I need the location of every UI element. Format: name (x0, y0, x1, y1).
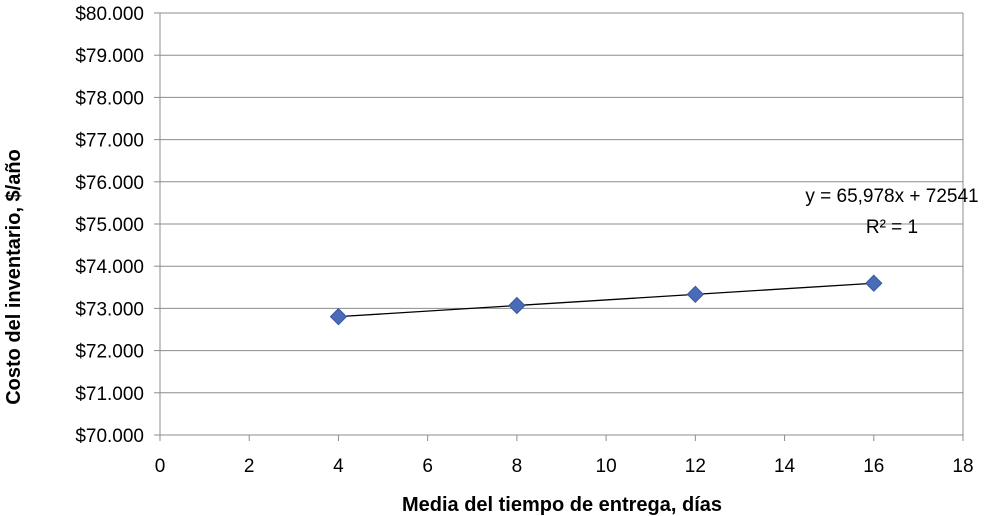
x-tick-label: 12 (685, 456, 706, 477)
trendline-equation: y = 65,978x + 72541 (805, 186, 978, 207)
x-tick-label: 10 (596, 456, 617, 477)
x-tick-label: 14 (774, 456, 796, 477)
y-tick-label: $80.000 (75, 4, 144, 25)
y-tick-label: $72.000 (75, 342, 144, 363)
gridlines (160, 12, 963, 394)
y-tick-label: $78.000 (75, 88, 144, 109)
trendline (338, 282, 874, 318)
data-point-diamond (508, 296, 526, 315)
y-tick-label: $70.000 (75, 426, 144, 447)
data-point-diamond (686, 285, 705, 304)
data-point-diamond (865, 274, 883, 292)
y-tick-label: $77.000 (75, 131, 144, 152)
x-axis-title: Media del tiempo de entrega, días (402, 494, 722, 516)
x-tick-label: 18 (952, 456, 973, 477)
trendline-group (338, 282, 874, 318)
y-axis-ticks: $70.000 $71.000 $72.000 $73.000 $74.000 $75.0… (75, 4, 160, 447)
x-tick-label: 2 (244, 456, 255, 477)
y-tick-label: $73.000 (75, 299, 144, 320)
data-points (329, 274, 883, 326)
x-axis-ticks: 0 2 4 6 8 10 12 14 16 18 (155, 435, 974, 477)
x-tick-label: 0 (155, 456, 166, 477)
x-tick-label: 16 (863, 456, 884, 477)
axes (155, 13, 964, 440)
r-squared-label: R² = 1 (866, 217, 918, 238)
x-tick-label: 4 (333, 456, 344, 477)
x-tick-label: 8 (512, 456, 523, 477)
y-tick-label: $79.000 (75, 46, 144, 67)
x-tick-label: 6 (422, 456, 433, 477)
y-tick-label: $71.000 (75, 384, 144, 405)
y-tick-label: $76.000 (75, 173, 144, 194)
y-axis-title: Costo del inventario, $/año (3, 149, 25, 405)
data-point-diamond (329, 307, 348, 326)
y-tick-label: $75.000 (75, 215, 144, 236)
y-tick-label: $74.000 (75, 257, 144, 278)
